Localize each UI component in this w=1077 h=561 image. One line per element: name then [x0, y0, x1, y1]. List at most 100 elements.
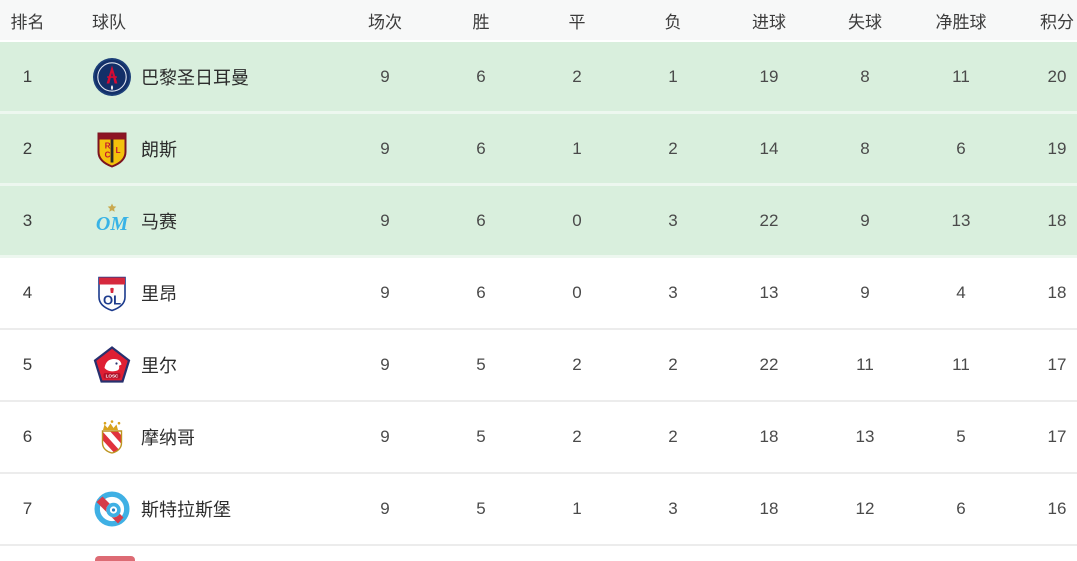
- rank-cell: 6: [22, 427, 33, 446]
- col-header-points: 积分: [1040, 12, 1074, 32]
- points-cell: 18: [1047, 283, 1067, 302]
- goal-diff-cell: 4: [956, 283, 966, 302]
- draws-cell: 2: [572, 427, 582, 446]
- svg-text:C: C: [105, 150, 111, 159]
- table-row[interactable]: 7 斯特拉斯堡 9 5 1 3 18 12 6 16: [0, 474, 1077, 546]
- lyon-crest-icon: OL: [98, 276, 126, 312]
- draws-cell: 2: [572, 66, 582, 86]
- goals-for-cell: 13: [759, 283, 779, 302]
- rank-cell: 5: [22, 355, 33, 374]
- table-row[interactable]: 5 LOSC 里尔 9 5 2 2 22 11 11 17: [0, 330, 1077, 402]
- goal-diff-cell: 6: [956, 499, 966, 518]
- table-row[interactable]: 6 摩纳哥 9 5 2 2 18 13 5 17: [0, 402, 1077, 474]
- col-header-played: 场次: [368, 12, 402, 32]
- team-cell[interactable]: LOSC 里尔: [55, 345, 337, 385]
- table-row[interactable]: 2 R C L 朗斯 9 6 1 2 14 8 6 19: [0, 114, 1077, 186]
- col-header-rank: 排名: [10, 12, 45, 32]
- goals-against-cell: 8: [860, 66, 870, 86]
- goals-against-cell: 9: [860, 210, 870, 230]
- played-cell: 9: [380, 66, 390, 86]
- losses-cell: 2: [668, 138, 678, 158]
- played-cell: 9: [380, 499, 390, 518]
- points-cell: 18: [1047, 210, 1067, 230]
- points-cell: 17: [1047, 355, 1067, 374]
- table-row[interactable]: 1 巴黎圣日耳曼 9 6 2 1 19 8 11 20: [0, 42, 1077, 114]
- goals-for-cell: 18: [759, 499, 779, 518]
- team-name: 朗斯: [141, 139, 177, 160]
- played-cell: 9: [380, 138, 390, 158]
- played-cell: 9: [380, 427, 390, 446]
- col-header-goal-diff: 净胜球: [935, 12, 987, 32]
- team-cell[interactable]: OM 马赛: [55, 201, 337, 241]
- rank-cell: 1: [22, 66, 33, 86]
- rank-cell: 4: [22, 283, 33, 302]
- goals-against-cell: 12: [855, 499, 875, 518]
- points-cell: 19: [1047, 138, 1067, 158]
- goal-diff-cell: 11: [952, 66, 970, 86]
- draws-cell: 1: [572, 138, 582, 158]
- wins-cell: 5: [476, 355, 486, 374]
- team-cell[interactable]: R C L 朗斯: [55, 129, 337, 169]
- goals-against-cell: 11: [856, 355, 874, 374]
- strasbourg-crest-icon: [92, 489, 132, 529]
- goals-for-cell: 22: [759, 210, 779, 230]
- col-header-draws: 平: [568, 12, 586, 32]
- goal-diff-cell: 5: [956, 427, 966, 446]
- col-header-team-label: 球队: [92, 12, 126, 32]
- goals-for-cell: 14: [759, 138, 779, 158]
- rank-cell: 7: [22, 499, 33, 518]
- goals-against-cell: 13: [855, 427, 875, 446]
- losses-cell: 2: [668, 355, 678, 374]
- wins-cell: 5: [476, 499, 486, 518]
- goals-against-cell: 8: [860, 138, 870, 158]
- draws-cell: 2: [572, 355, 582, 374]
- team-name: 斯特拉斯堡: [141, 500, 231, 520]
- losses-cell: 3: [668, 283, 678, 302]
- team-name: 摩纳哥: [141, 428, 195, 448]
- losses-cell: 2: [668, 427, 678, 446]
- wins-cell: 6: [476, 66, 486, 86]
- team-name: 巴黎圣日耳曼: [141, 67, 249, 88]
- played-cell: 9: [380, 210, 390, 230]
- goal-diff-cell: 13: [951, 210, 971, 230]
- lille-crest-icon: LOSC: [93, 346, 131, 383]
- col-header-goals-for: 进球: [752, 12, 786, 32]
- wins-cell: 6: [476, 138, 486, 158]
- monaco-crest-icon: [101, 420, 123, 454]
- goal-diff-cell: 6: [956, 138, 966, 158]
- lens-crest-icon: R C L: [97, 132, 127, 168]
- team-name: 里尔: [141, 356, 177, 376]
- losses-cell: 1: [668, 66, 678, 86]
- rank-cell: 3: [22, 210, 33, 230]
- team-cell[interactable]: 巴黎圣日耳曼: [55, 57, 337, 97]
- team-name: 马赛: [141, 211, 177, 232]
- col-header-goals-against: 失球: [848, 12, 882, 32]
- svg-text:LOSC: LOSC: [106, 373, 119, 378]
- goals-for-cell: 18: [759, 427, 779, 446]
- col-header-wins: 胜: [472, 12, 490, 32]
- strasbourg-crest-icon: [94, 491, 130, 527]
- points-cell: 20: [1047, 66, 1067, 86]
- wins-cell: 6: [476, 283, 486, 302]
- draws-cell: 1: [572, 499, 582, 518]
- team-cell[interactable]: 斯特拉斯堡: [55, 489, 337, 529]
- svg-text:OL: OL: [103, 293, 121, 308]
- team-cell[interactable]: OL 里昂: [55, 273, 337, 313]
- svg-text:OM: OM: [96, 213, 129, 235]
- points-cell: 16: [1047, 499, 1067, 518]
- table-row[interactable]: 4 OL 里昂 9 6 0 3 13 9 4 18: [0, 258, 1077, 330]
- col-header-team: 球队: [55, 8, 337, 33]
- team-cell[interactable]: 摩纳哥: [55, 417, 337, 457]
- lens-crest-icon: R C L: [92, 129, 132, 169]
- marseille-crest-icon: OM: [92, 201, 132, 241]
- table-row[interactable]: 3 OM 马赛 9 6 0 3 22 9 13 18: [0, 186, 1077, 258]
- draws-cell: 0: [572, 283, 582, 302]
- losses-cell: 3: [668, 499, 678, 518]
- svg-text:L: L: [116, 146, 121, 155]
- psg-crest-icon: [92, 57, 132, 97]
- goal-diff-cell: 11: [952, 355, 970, 374]
- goals-against-cell: 9: [860, 283, 870, 302]
- losses-cell: 3: [668, 210, 678, 230]
- points-cell: 17: [1047, 427, 1067, 446]
